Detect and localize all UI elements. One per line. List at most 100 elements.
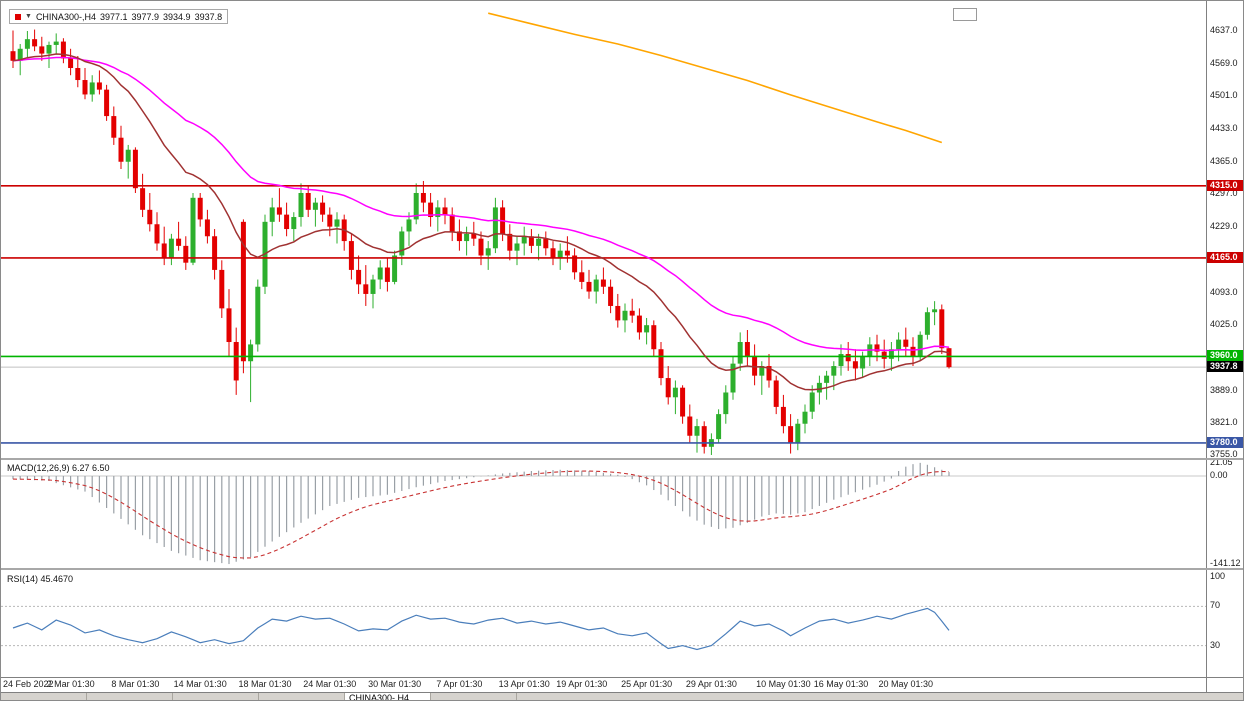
time-axis-label: 16 May 01:30 xyxy=(813,679,869,689)
candle-body xyxy=(924,312,930,335)
chart-tab[interactable] xyxy=(173,693,259,700)
candle-body xyxy=(24,39,30,49)
candle-body xyxy=(752,356,758,376)
time-axis-label: 24 Feb 2022 xyxy=(3,679,54,689)
candle-body xyxy=(140,188,146,210)
candle-body xyxy=(550,248,556,258)
ohlc-high: 3977.9 xyxy=(131,11,160,22)
candle-body xyxy=(852,361,858,369)
candle-body xyxy=(32,39,38,47)
macd-label: MACD(12,26,9) 6.27 6.50 xyxy=(7,463,110,473)
chart-tab-CHINA300-,H4[interactable]: CHINA300-,H4 xyxy=(345,693,431,700)
time-axis-label: 24 Mar 01:30 xyxy=(303,679,357,689)
candle-body xyxy=(212,236,218,270)
time-axis-separator xyxy=(1,677,1243,678)
candle-body xyxy=(802,411,808,424)
candle-body xyxy=(788,426,794,443)
candle-body xyxy=(939,309,945,349)
candle-body xyxy=(75,68,81,81)
chart-tab[interactable] xyxy=(259,693,345,700)
candle-body xyxy=(312,202,318,210)
panel-separator[interactable] xyxy=(1,458,1243,460)
candle-body xyxy=(600,279,606,287)
time-axis-label: 20 May 01:30 xyxy=(878,679,934,689)
price-level-badge: 4315.0 xyxy=(1207,179,1243,191)
candle-body xyxy=(428,202,434,218)
candle-body xyxy=(327,214,333,227)
panel-separator[interactable] xyxy=(1,568,1243,570)
candle-body xyxy=(176,238,182,246)
candle-body xyxy=(932,309,938,313)
candle-body xyxy=(168,238,174,258)
price-tick-label: 4229.0 xyxy=(1210,221,1238,232)
price-tick-label: 4093.0 xyxy=(1210,286,1238,297)
candle-body xyxy=(255,286,261,345)
chart-tabs-bar[interactable]: CHINA300-,H4 xyxy=(1,692,1243,700)
chart-tab[interactable] xyxy=(431,693,517,700)
candle-body xyxy=(464,233,470,242)
price-tick-label: 3821.0 xyxy=(1210,417,1238,428)
price-tick-label: 4433.0 xyxy=(1210,123,1238,134)
candle-body xyxy=(773,380,779,407)
candle-body xyxy=(586,281,592,292)
candle-body xyxy=(651,325,657,350)
candle-body xyxy=(795,423,801,443)
price-level-badge: 3960.0 xyxy=(1207,350,1243,362)
ma-slow-magenta-line xyxy=(12,56,950,352)
candle-body xyxy=(730,363,736,393)
time-axis-label: 25 Apr 01:30 xyxy=(621,679,673,689)
candle-body xyxy=(226,308,232,343)
price-level-badge: 3780.0 xyxy=(1207,436,1243,448)
candle-body xyxy=(240,221,246,362)
chart-tab[interactable] xyxy=(87,693,173,700)
candle-body xyxy=(17,48,23,61)
chart-tab[interactable] xyxy=(1,693,87,700)
price-tick-label: 3889.0 xyxy=(1210,384,1238,395)
price-tick-label: 3755.0 xyxy=(1210,448,1238,459)
candle-body xyxy=(622,310,628,321)
time-axis-label: 18 Mar 01:30 xyxy=(238,679,292,689)
candle-body xyxy=(572,255,578,273)
candle-body xyxy=(449,214,455,232)
orange-ma-line xyxy=(488,12,943,144)
candle-body xyxy=(644,325,650,333)
macd-panel-canvas[interactable] xyxy=(1,460,1206,568)
symbol-title: CHINA300-,H4 xyxy=(35,11,96,22)
chevron-down-icon[interactable]: ▼ xyxy=(25,13,32,20)
candle-body xyxy=(348,241,354,270)
candle-body xyxy=(233,342,239,381)
candle-body xyxy=(154,224,160,244)
price-tick-label: 4365.0 xyxy=(1210,155,1238,166)
price-tick-label: 4637.0 xyxy=(1210,25,1238,35)
time-axis-label: 8 Mar 01:30 xyxy=(111,679,160,689)
rsi-tick-label: 100 xyxy=(1210,571,1226,581)
candle-body xyxy=(946,348,952,368)
rsi-panel-canvas[interactable] xyxy=(1,571,1206,677)
candle-body xyxy=(759,366,765,376)
price-chart-canvas[interactable] xyxy=(1,1,1206,458)
candle-body xyxy=(716,414,722,440)
candle-body xyxy=(917,334,923,357)
candle-body xyxy=(53,41,59,45)
candle-body xyxy=(132,149,138,189)
ohlc-close: 3937.8 xyxy=(194,11,223,22)
candle-body xyxy=(564,250,570,256)
candle-body xyxy=(161,243,167,258)
candle-body xyxy=(442,207,448,215)
candle-body xyxy=(874,344,880,352)
chart-info-box: ▼ CHINA300-,H4 3977.1 3977.9 3934.9 3937… xyxy=(9,9,229,24)
candle-body xyxy=(334,219,340,227)
candle-body xyxy=(615,305,621,321)
rsi-label: RSI(14) 45.4670 xyxy=(7,574,74,584)
candle-body xyxy=(471,233,477,239)
candle-body xyxy=(536,238,542,246)
candle-body xyxy=(766,366,772,381)
candle-body xyxy=(593,279,599,292)
candle-body xyxy=(82,80,88,95)
candle-body xyxy=(744,342,750,357)
current-price-badge: 3937.8 xyxy=(1207,361,1243,373)
candle-body xyxy=(478,238,484,256)
macd-signal-line xyxy=(12,470,950,559)
candle-body xyxy=(824,375,830,383)
